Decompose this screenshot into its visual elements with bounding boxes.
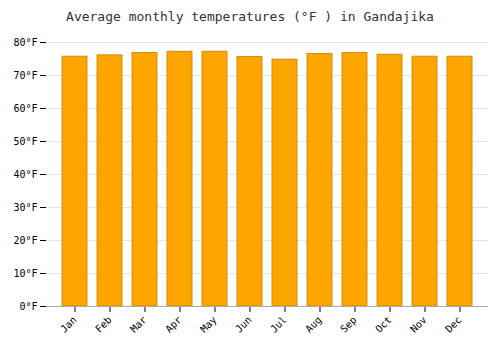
svg-text:Feb: Feb [93, 314, 114, 335]
svg-text:Aug: Aug [303, 314, 324, 335]
svg-text:70°F: 70°F [13, 70, 37, 81]
svg-text:Oct: Oct [373, 314, 394, 335]
svg-text:0°F: 0°F [19, 301, 37, 312]
svg-text:Mar: Mar [128, 314, 149, 335]
svg-text:Jul: Jul [268, 314, 289, 335]
svg-text:Sep: Sep [338, 314, 359, 335]
svg-text:10°F: 10°F [13, 268, 37, 279]
svg-text:30°F: 30°F [13, 202, 37, 213]
svg-text:Jun: Jun [233, 314, 254, 335]
svg-text:Jan: Jan [58, 314, 79, 335]
svg-text:60°F: 60°F [13, 103, 37, 114]
svg-text:Nov: Nov [408, 314, 429, 335]
html-text:Average monthly temperatures (: Average monthly temperatures (°F ) in Ga… [66, 9, 434, 24]
svg-text:50°F: 50°F [13, 136, 37, 147]
svg-text:May: May [198, 314, 219, 335]
svg-text:80°F: 80°F [13, 37, 37, 48]
svg-text:20°F: 20°F [13, 235, 37, 246]
svg-text:Apr: Apr [163, 314, 184, 335]
svg-text:40°F: 40°F [13, 169, 37, 180]
svg-text:Dec: Dec [443, 314, 464, 335]
